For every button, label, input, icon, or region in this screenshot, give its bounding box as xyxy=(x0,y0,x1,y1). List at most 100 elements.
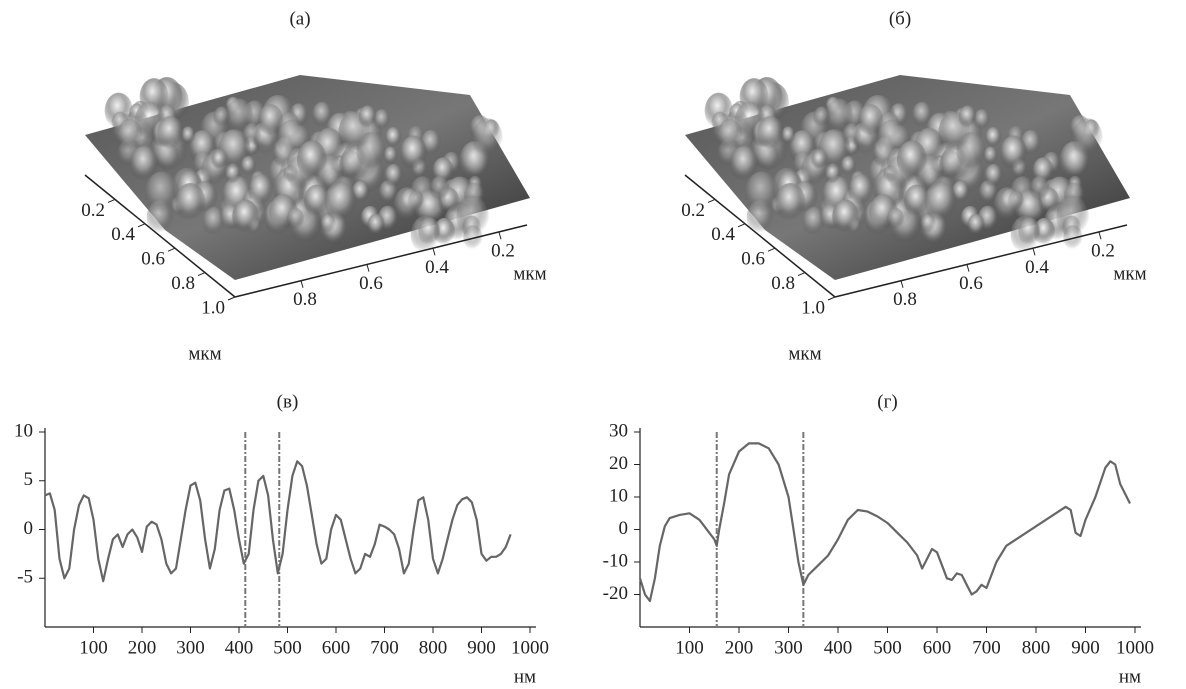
surface-peak xyxy=(1018,217,1041,246)
y-tick-label: 0.4 xyxy=(711,224,735,245)
surface-peak xyxy=(240,155,257,177)
surface-peak xyxy=(248,174,274,207)
x-tick-label: 900 xyxy=(1071,637,1100,658)
y-tick-label: -20 xyxy=(603,583,628,604)
y-tick-label: 10 xyxy=(14,420,33,441)
x-tick-label: 700 xyxy=(370,637,399,658)
y-tick-label: 1.0 xyxy=(201,297,225,318)
x-tick-label: 0.4 xyxy=(1025,257,1049,278)
x-tick-label: 700 xyxy=(972,637,1001,658)
surface-peak xyxy=(296,140,327,180)
tick-mark xyxy=(966,264,970,272)
axis-label: мкм xyxy=(513,263,546,284)
surface-peak xyxy=(813,106,830,128)
tick-mark xyxy=(366,264,370,272)
tick-mark xyxy=(167,247,176,252)
x-tick-label: 1000 xyxy=(511,637,549,658)
tick-mark xyxy=(900,280,904,288)
surface-peak xyxy=(383,146,398,166)
axis-label: нм xyxy=(514,666,536,687)
x-tick-label: 800 xyxy=(419,637,448,658)
tick-mark xyxy=(827,296,836,301)
tick-mark xyxy=(197,272,206,277)
surface-peak xyxy=(175,183,206,223)
surface-image xyxy=(85,75,530,280)
y-tick-label: 0.6 xyxy=(741,249,765,270)
surface-peak xyxy=(144,171,179,216)
x-tick-label: 0.8 xyxy=(893,289,917,310)
y-tick-label: -5 xyxy=(17,567,33,588)
y-tick-label: 0.8 xyxy=(771,273,795,294)
x-tick-label: 100 xyxy=(79,637,108,658)
tick-mark xyxy=(767,247,776,252)
x-tick-label: 300 xyxy=(774,637,803,658)
surface-peak xyxy=(373,109,391,131)
panel-title: (б) xyxy=(889,8,911,29)
surface-peak xyxy=(802,206,826,237)
tick-mark xyxy=(1032,248,1036,256)
surface-peak xyxy=(973,109,991,131)
y-tick-label: 10 xyxy=(609,485,628,506)
surface-peak xyxy=(418,217,441,246)
surface-peak xyxy=(840,155,857,177)
x-tick-label: 500 xyxy=(273,637,302,658)
tick-mark xyxy=(1098,232,1102,240)
surface-peak xyxy=(904,184,930,218)
surface-peak xyxy=(311,101,333,129)
x-tick-label: 200 xyxy=(128,637,157,658)
surface-peak xyxy=(886,207,905,231)
x-tick-label: 300 xyxy=(176,637,205,658)
surface-peak xyxy=(1072,118,1103,158)
surface-peak xyxy=(286,207,305,231)
surface-peak xyxy=(429,175,450,202)
x-tick-label: 600 xyxy=(923,637,952,658)
surface-peak xyxy=(958,105,977,129)
surface-peak xyxy=(257,104,284,138)
panel-title: (г) xyxy=(877,391,897,412)
surface-peak xyxy=(832,199,859,235)
y-tick-label: 0.4 xyxy=(111,224,135,245)
surface-peak xyxy=(848,174,874,207)
x-tick-label: 900 xyxy=(467,637,496,658)
x-tick-label: 0.2 xyxy=(491,241,515,262)
surface-peak xyxy=(472,118,503,158)
surface-peak xyxy=(1029,175,1050,202)
y-tick-label: 1.0 xyxy=(801,297,825,318)
y-tick-label: 5 xyxy=(24,469,34,490)
surface-peak xyxy=(775,183,806,223)
surface-peak xyxy=(157,115,184,151)
x-tick-label: 400 xyxy=(824,637,853,658)
surface-peak xyxy=(717,118,743,153)
surface-peak xyxy=(993,187,1022,224)
y-tick-label: 30 xyxy=(609,420,628,441)
surface-peak xyxy=(130,145,159,183)
x-tick-label: 100 xyxy=(675,637,704,658)
surface-peak xyxy=(730,145,759,183)
y-tick-label: 0 xyxy=(619,518,629,539)
x-tick-label: 0.8 xyxy=(293,289,317,310)
tick-mark xyxy=(737,223,746,228)
axis-line xyxy=(684,174,836,298)
surface-peak xyxy=(985,126,1002,149)
surface-peak xyxy=(210,150,227,171)
surface-peak xyxy=(367,213,386,237)
profile-line xyxy=(44,460,512,583)
x-tick-label: 0.4 xyxy=(425,257,449,278)
surface-peak xyxy=(385,126,402,149)
surface-peak xyxy=(744,171,779,216)
surface-peak xyxy=(911,101,933,129)
panel-title: (в) xyxy=(277,391,299,412)
surface-peak xyxy=(780,126,796,146)
axis-line xyxy=(84,174,236,298)
y-tick-label: -10 xyxy=(603,550,628,571)
axis-line xyxy=(234,224,528,298)
surface-peak xyxy=(304,184,330,218)
surface-peak xyxy=(825,98,854,135)
x-tick-label: 0.6 xyxy=(359,273,383,294)
x-tick-label: 1000 xyxy=(1116,637,1154,658)
surface-peak xyxy=(117,118,143,153)
panel-title: (а) xyxy=(289,8,310,29)
tick-mark xyxy=(498,232,502,240)
tick-mark xyxy=(107,198,116,203)
